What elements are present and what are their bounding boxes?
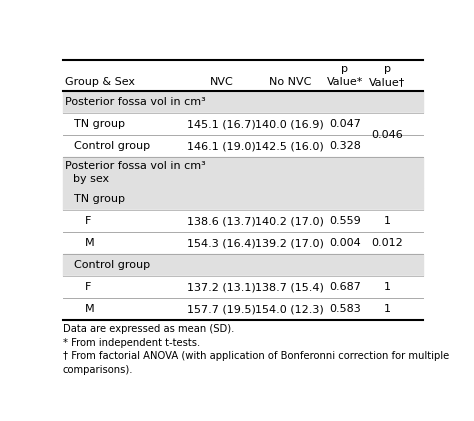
Text: 0.687: 0.687 <box>329 282 361 292</box>
Bar <box>63 135 423 157</box>
Text: F: F <box>85 216 91 226</box>
Bar <box>63 276 423 298</box>
Text: 138.7 (15.4): 138.7 (15.4) <box>255 282 324 292</box>
Text: 0.047: 0.047 <box>329 119 361 129</box>
Text: 137.2 (13.1): 137.2 (13.1) <box>187 282 256 292</box>
Text: 0.012: 0.012 <box>371 238 403 248</box>
Bar <box>63 60 423 91</box>
Text: 145.1 (16.7): 145.1 (16.7) <box>187 119 256 129</box>
Text: 1: 1 <box>383 216 391 226</box>
Text: Group & Sex: Group & Sex <box>65 77 135 88</box>
Text: F: F <box>85 282 91 292</box>
Text: Control group: Control group <box>74 260 150 270</box>
Bar <box>63 91 423 113</box>
Text: 0.559: 0.559 <box>329 216 361 226</box>
Text: 139.2 (17.0): 139.2 (17.0) <box>255 238 324 248</box>
Text: Control group: Control group <box>74 141 150 151</box>
Text: by sex: by sex <box>73 174 109 184</box>
Text: 138.6 (13.7): 138.6 (13.7) <box>187 216 256 226</box>
Text: 146.1 (19.0): 146.1 (19.0) <box>187 141 256 151</box>
Text: 0.046: 0.046 <box>371 130 403 140</box>
Bar <box>63 188 423 210</box>
Text: TN group: TN group <box>74 119 125 129</box>
Text: Value*: Value* <box>327 77 363 88</box>
Text: Data are expressed as mean (SD).: Data are expressed as mean (SD). <box>63 324 234 334</box>
Text: 1: 1 <box>383 282 391 292</box>
Text: Posterior fossa vol in cm³: Posterior fossa vol in cm³ <box>65 161 206 171</box>
Bar <box>63 232 423 254</box>
Text: Value†: Value† <box>369 77 405 88</box>
Text: p: p <box>383 64 391 74</box>
Text: Posterior fossa vol in cm³: Posterior fossa vol in cm³ <box>65 97 206 107</box>
Text: No NVC: No NVC <box>269 77 311 88</box>
Text: 157.7 (19.5): 157.7 (19.5) <box>187 304 256 314</box>
Text: TN group: TN group <box>74 194 125 204</box>
Bar <box>63 298 423 320</box>
Text: comparisons).: comparisons). <box>63 365 133 375</box>
Text: 140.0 (16.9): 140.0 (16.9) <box>255 119 324 129</box>
Text: 0.004: 0.004 <box>329 238 361 248</box>
Bar <box>63 254 423 276</box>
Bar <box>63 210 423 232</box>
Text: 154.0 (12.3): 154.0 (12.3) <box>255 304 324 314</box>
Text: 142.5 (16.0): 142.5 (16.0) <box>255 141 324 151</box>
Bar <box>63 157 423 188</box>
Text: * From independent t-tests.: * From independent t-tests. <box>63 338 200 348</box>
Text: 154.3 (16.4): 154.3 (16.4) <box>187 238 256 248</box>
Text: 0.583: 0.583 <box>329 304 361 314</box>
Text: 1: 1 <box>383 304 391 314</box>
Text: 0.328: 0.328 <box>329 141 361 151</box>
Text: † From factorial ANOVA (with application of Bonferonni correction for multiple: † From factorial ANOVA (with application… <box>63 352 449 361</box>
Text: M: M <box>85 238 95 248</box>
Bar <box>63 113 423 135</box>
Text: NVC: NVC <box>210 77 234 88</box>
Text: 140.2 (17.0): 140.2 (17.0) <box>255 216 324 226</box>
Text: p: p <box>341 64 348 74</box>
Text: M: M <box>85 304 95 314</box>
